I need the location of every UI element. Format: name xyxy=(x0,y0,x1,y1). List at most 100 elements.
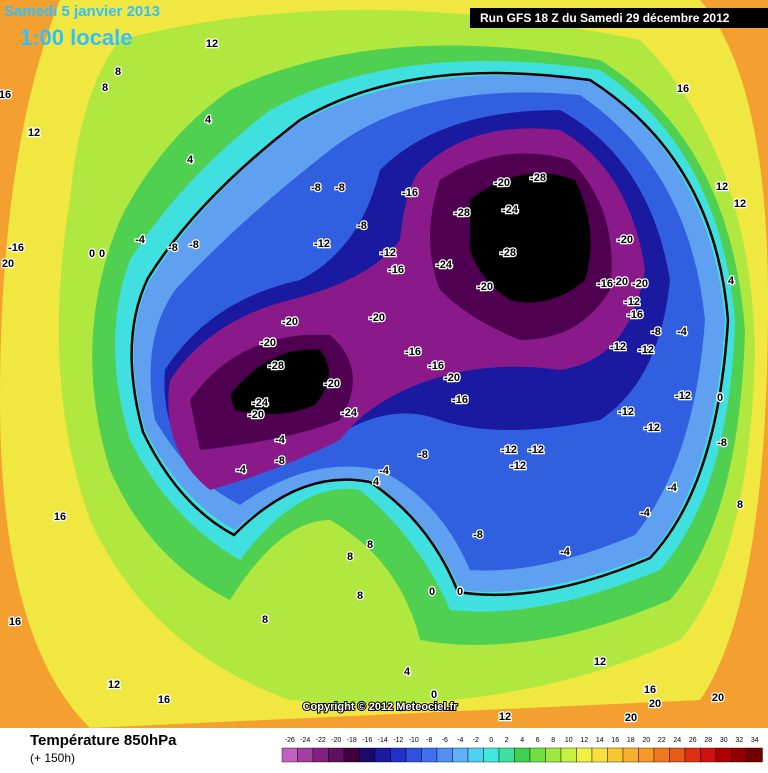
colorbar-label: -8 xyxy=(426,737,432,744)
colorbar-swatch xyxy=(359,747,376,763)
contour-label: -12 xyxy=(380,247,396,259)
colorbar-swatch xyxy=(622,747,639,763)
colorbar-swatch xyxy=(669,747,686,763)
contour-label: -4 xyxy=(275,434,286,446)
contour-label: -20 xyxy=(369,312,385,324)
colorbar-swatch xyxy=(576,747,593,763)
colorbar-label: 26 xyxy=(689,737,697,744)
colorbar-label: 12 xyxy=(580,737,588,744)
colorbar-swatch xyxy=(560,747,577,763)
colorbar-swatch xyxy=(498,747,515,763)
contour-label: -20 xyxy=(260,337,276,349)
footer-lead: (+ 150h) xyxy=(30,751,75,765)
contour-label: 4 xyxy=(205,114,212,126)
colorbar-swatch xyxy=(452,747,469,763)
contour-label: -12 xyxy=(510,460,526,472)
contour-label: 4 xyxy=(373,476,380,488)
contour-label: -8 xyxy=(473,529,483,541)
contour-label: -24 xyxy=(502,204,519,216)
contour-label: 4 xyxy=(728,275,735,287)
contour-label: -4 xyxy=(640,507,651,519)
contour-label: 12 xyxy=(594,656,606,668)
contour-label: -12 xyxy=(624,296,640,308)
contour-label: -8 xyxy=(168,242,178,254)
contour-label: -12 xyxy=(314,238,330,250)
colorbar-swatch xyxy=(343,747,360,763)
contour-label: -8 xyxy=(335,182,345,194)
contour-label: 8 xyxy=(347,551,353,563)
contour-label: -12 xyxy=(528,444,544,456)
contour-label: 12 xyxy=(108,679,120,691)
colorbar-label: 22 xyxy=(658,737,666,744)
contour-label: -4 xyxy=(379,465,390,477)
contour-label: 16 xyxy=(9,616,21,628)
colorbar-label: 34 xyxy=(751,737,759,744)
contour-label: -16 xyxy=(8,242,24,254)
contour-label: -8 xyxy=(357,220,367,232)
colorbar-swatch xyxy=(529,747,546,763)
contour-label: 16 xyxy=(54,511,66,523)
contour-label: -24 xyxy=(341,407,358,419)
contour-label: 0 xyxy=(99,248,105,260)
contour-label: -24 xyxy=(252,397,269,409)
contour-label: -16 xyxy=(627,309,643,321)
contour-label: 0 xyxy=(457,586,463,598)
contour-label: 20 xyxy=(2,258,14,270)
colorbar-label: -24 xyxy=(300,737,310,744)
colorbar-swatch xyxy=(715,747,732,763)
contour-label: -8 xyxy=(651,326,661,338)
contour-label: -20 xyxy=(632,278,648,290)
copyright: Copyright © 2012 Meteociel.fr xyxy=(303,701,459,713)
time-label: 1:00 locale xyxy=(20,25,133,50)
colorbar-swatch xyxy=(607,747,624,763)
colorbar-swatch xyxy=(731,747,748,763)
contour-label: -20 xyxy=(612,276,628,288)
contour-label: -28 xyxy=(500,247,516,259)
contour-label: -16 xyxy=(428,360,444,372)
colorbar-label: 0 xyxy=(489,737,493,744)
colorbar-swatch xyxy=(390,747,407,763)
contour-label: 16 xyxy=(0,89,11,101)
contour-label: -8 xyxy=(717,437,727,449)
contour-label: -12 xyxy=(675,390,691,402)
contour-label: -28 xyxy=(530,172,546,184)
contour-label: 8 xyxy=(115,66,121,78)
contour-label: -16 xyxy=(452,394,468,406)
contour-label: -24 xyxy=(436,259,453,271)
contour-label: -4 xyxy=(135,234,146,246)
contour-label: -20 xyxy=(324,378,340,390)
colorbar-swatch xyxy=(421,747,438,763)
contour-label: 12 xyxy=(28,127,40,139)
contour-label: 8 xyxy=(262,614,268,626)
colorbar-label: 28 xyxy=(704,737,712,744)
colorbar-label: 24 xyxy=(673,737,681,744)
contour-label: -20 xyxy=(617,234,633,246)
colorbar-label: -2 xyxy=(473,737,479,744)
contour-label: -20 xyxy=(248,409,264,421)
contour-label: -12 xyxy=(610,341,626,353)
contour-label: -8 xyxy=(275,455,285,467)
colorbar-swatch xyxy=(545,747,562,763)
colorbar-swatch xyxy=(312,747,329,763)
colorbar-swatch xyxy=(700,747,717,763)
run-label: Run GFS 18 Z du Samedi 29 décembre 2012 xyxy=(480,11,730,25)
contour-zero xyxy=(130,71,730,597)
contour-label: -16 xyxy=(402,187,418,199)
colorbar-label: -4 xyxy=(457,737,463,744)
colorbar-label: -14 xyxy=(378,737,388,744)
contour-label: 0 xyxy=(429,586,435,598)
contour-label: 4 xyxy=(187,154,194,166)
contour-label: 12 xyxy=(206,38,218,50)
contour-label: -8 xyxy=(418,449,428,461)
contour-label: -12 xyxy=(644,422,660,434)
colorbar-label: -6 xyxy=(442,737,448,744)
footer-title: Température 850hPa xyxy=(30,732,177,749)
colorbar-label: -20 xyxy=(331,737,341,744)
contour-label: -12 xyxy=(618,406,634,418)
contour-label: 0 xyxy=(89,248,95,260)
colorbar-swatch xyxy=(297,747,314,763)
zone-black xyxy=(230,173,591,414)
contour-label: -12 xyxy=(501,444,517,456)
colorbar-label: 32 xyxy=(735,737,743,744)
colorbar-swatch xyxy=(746,747,763,763)
